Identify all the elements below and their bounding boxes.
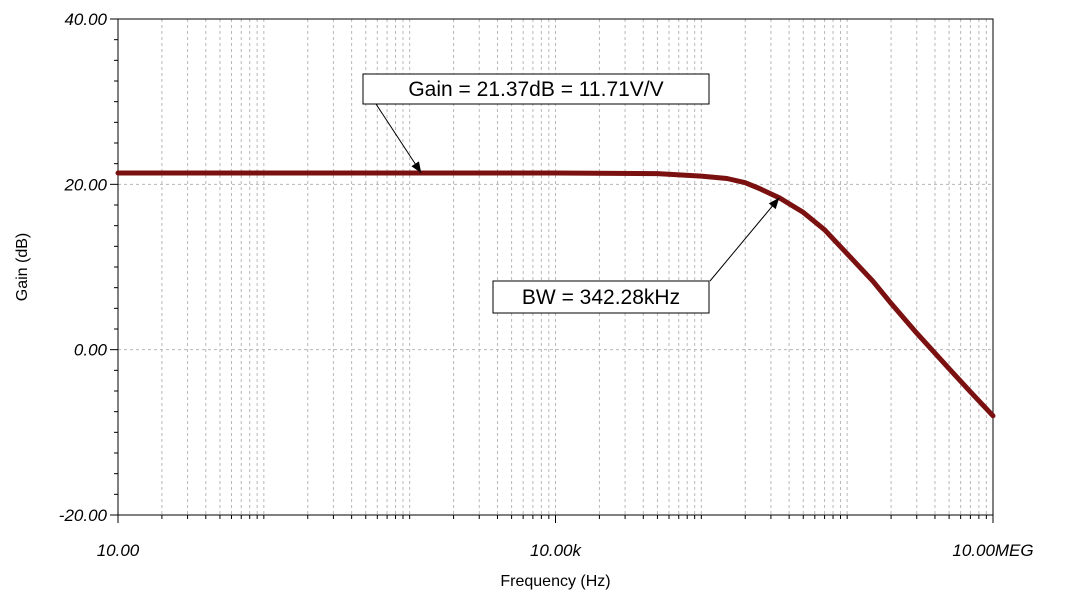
x-tick-label: 10.00MEG — [952, 541, 1033, 560]
annotation-arrowhead — [768, 197, 780, 210]
x-axis-label: Frequency (Hz) — [500, 573, 610, 590]
annotation: BW = 342.28kHz — [492, 197, 780, 314]
y-tick-label: 0.00 — [74, 341, 108, 360]
annotation-box — [362, 73, 710, 105]
tick-marks — [110, 18, 994, 523]
y-tick-label: 40.00 — [64, 10, 107, 29]
annotation-leader — [709, 197, 780, 282]
x-tick-label: 10.00k — [530, 541, 583, 560]
annotation-label: Gain = 21.37dB = 11.71V/V — [408, 78, 663, 101]
annotation: Gain = 21.37dB = 11.71V/V — [362, 73, 710, 174]
annotation-leader — [375, 103, 422, 174]
y-tick-label: -20.00 — [59, 506, 108, 525]
x-tick-label: 10.00 — [97, 541, 140, 560]
annotation-box — [492, 280, 710, 314]
series-line-gain — [115, 170, 996, 419]
grid-lines — [118, 19, 993, 515]
annotation-arrowhead — [411, 161, 422, 174]
tick-labels: 10.00 10.00k 10.00MEG 40.00 20.00 0.00 -20.00 — [59, 10, 1034, 560]
annotations: Gain = 21.37dB = 11.71V/V BW = 342.28kHz — [362, 73, 780, 314]
annotation-label: BW = 342.28kHz — [522, 286, 680, 309]
y-tick-label: 20.00 — [63, 175, 107, 194]
y-axis-label: Gain (dB) — [14, 233, 31, 301]
